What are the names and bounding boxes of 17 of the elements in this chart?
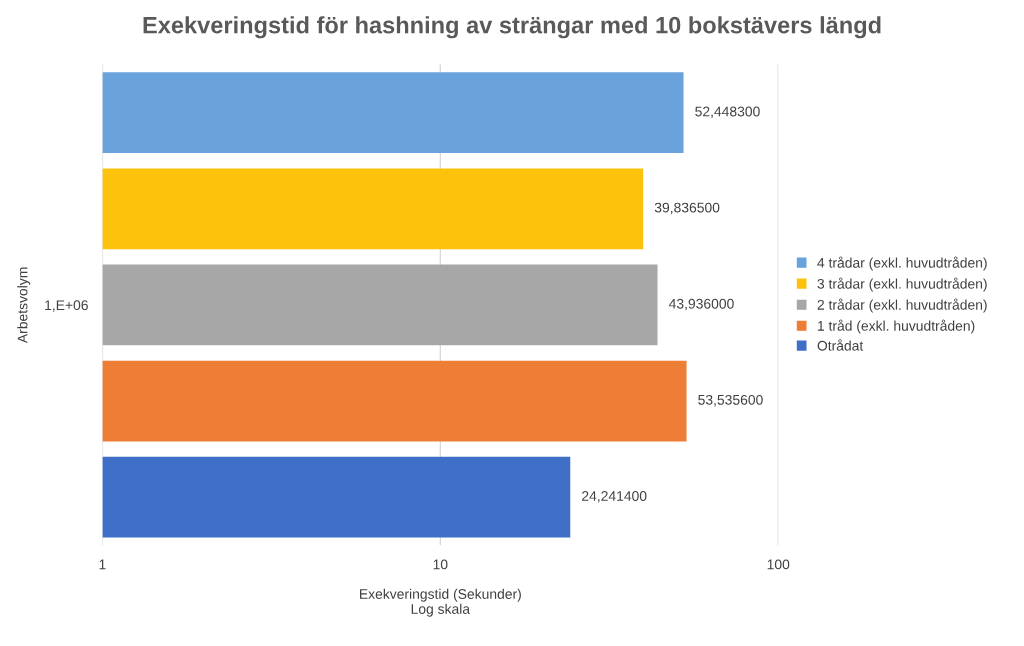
legend-label: 2 trådar (exkl. huvudtråden) xyxy=(817,298,987,313)
x-tick-label: 100 xyxy=(767,559,790,570)
data-label: 43,936000 xyxy=(668,298,734,311)
data-label: 53,535600 xyxy=(698,394,763,407)
x-axis-title: Exekveringstid (Sekunder) Log skala xyxy=(360,588,521,617)
chart-title: Exekveringstid för hashning av strängar med 10 bokstävers längd xyxy=(143,16,881,39)
x-tick-label: 10 xyxy=(433,559,448,570)
y-axis-title: Arbetsvolym xyxy=(17,267,31,344)
legend-label: 1 tråd (exkl. huvudtråden) xyxy=(818,319,975,334)
data-label: 39,836500 xyxy=(654,202,720,215)
data-label: 24,241400 xyxy=(582,491,647,503)
legend-label: 4 trådar (exkl. huvudtråden) xyxy=(817,256,987,271)
y-tick-label: 1,E+06 xyxy=(45,300,88,312)
legend-label: 3 trådar (exkl. huvudtråden) xyxy=(817,277,987,292)
x-tick-label: 1 xyxy=(99,559,106,570)
data-label: 52,448300 xyxy=(695,106,760,119)
legend-label: Otrådat xyxy=(817,339,864,351)
